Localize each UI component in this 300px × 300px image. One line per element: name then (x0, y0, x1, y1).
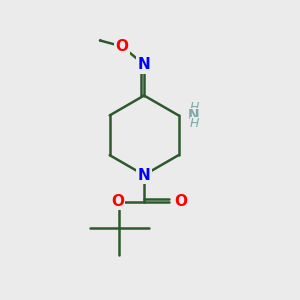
Text: H: H (190, 101, 200, 114)
Text: N: N (138, 57, 151, 72)
Text: O: O (111, 194, 124, 209)
Text: O: O (116, 39, 128, 54)
Text: O: O (174, 194, 188, 209)
Text: N: N (138, 167, 151, 182)
Text: N: N (188, 108, 199, 122)
Text: H: H (190, 117, 200, 130)
